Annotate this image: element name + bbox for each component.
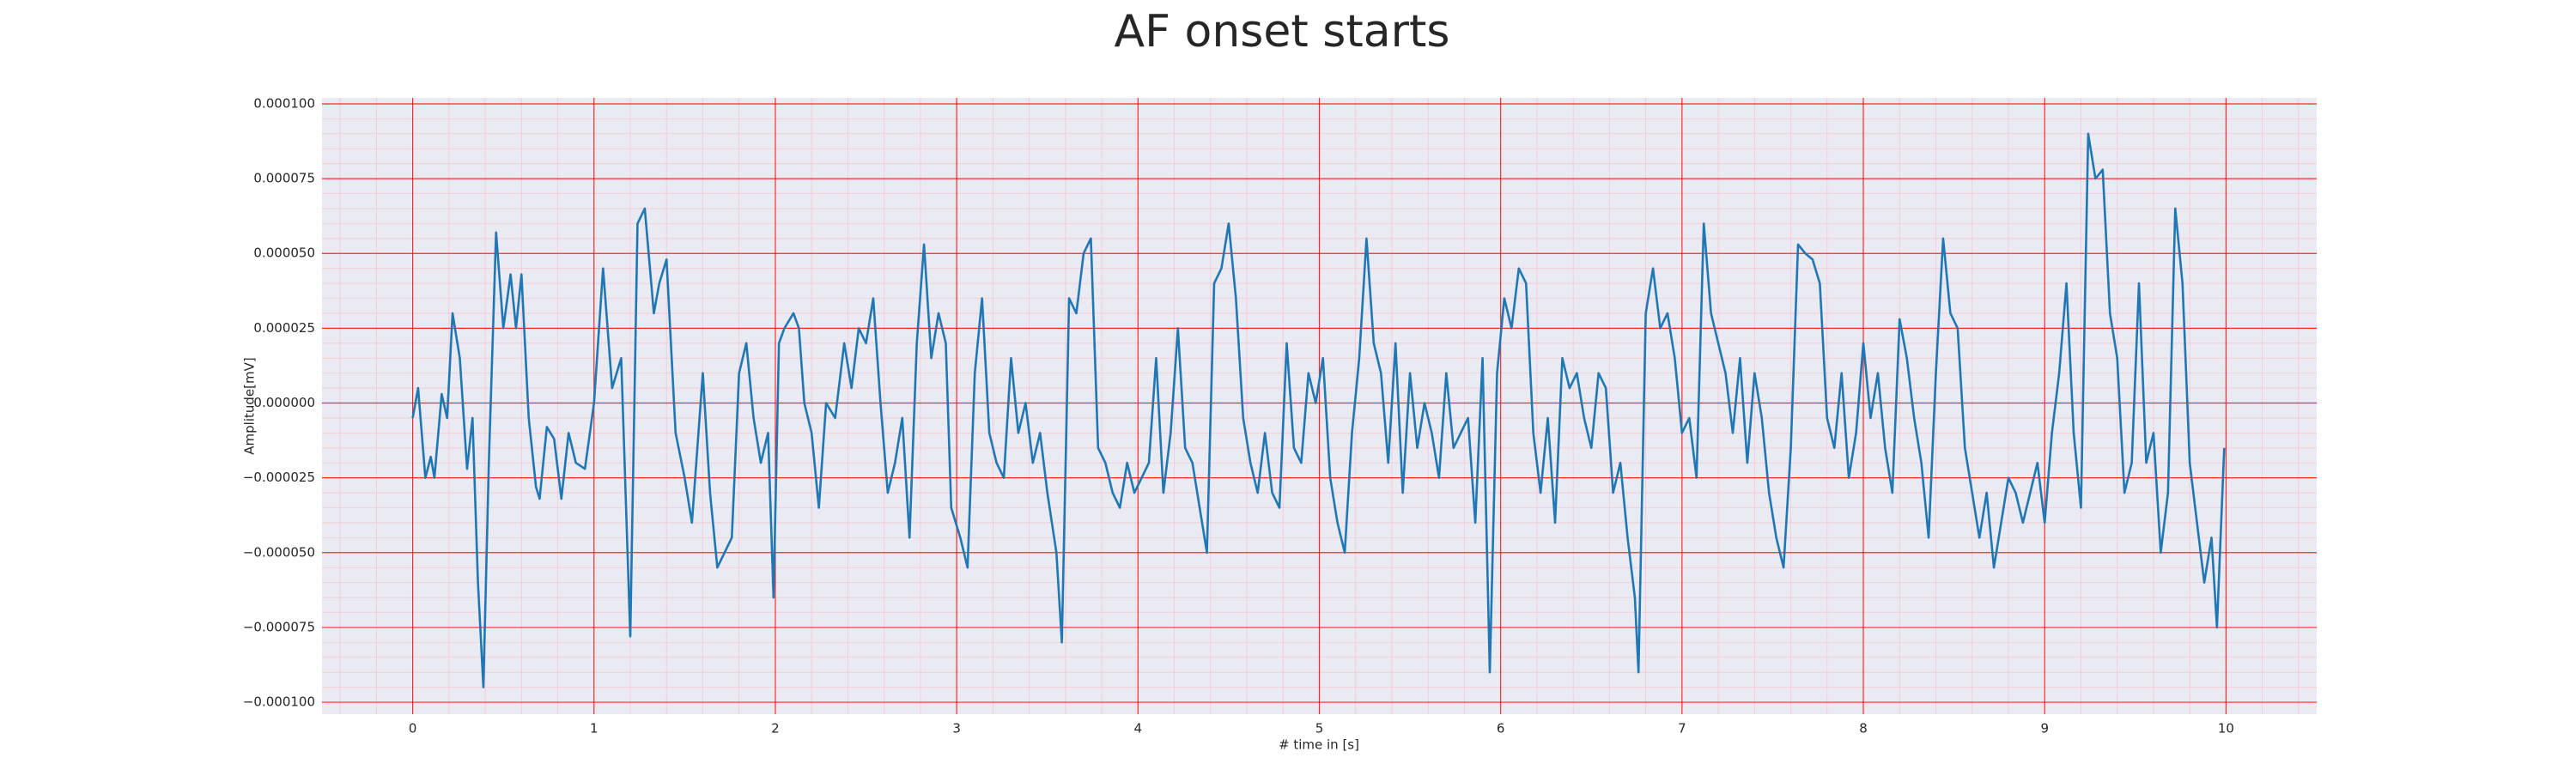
x-tick-label: 7 <box>1678 721 1686 737</box>
x-tick-label: 2 <box>771 721 780 737</box>
y-tick-label: −0.000025 <box>243 470 315 485</box>
x-axis-label: # time in [s] <box>1279 737 1359 753</box>
y-axis-label: Amplitude[mV] <box>242 357 258 454</box>
signal-line <box>411 132 2226 688</box>
y-tick-label: −0.000100 <box>243 694 315 710</box>
x-tick-label: 5 <box>1315 721 1324 737</box>
y-tick-label: 0.000000 <box>253 395 315 410</box>
y-tick-label: 0.000050 <box>253 246 315 261</box>
x-tick-label: 1 <box>590 721 598 737</box>
y-tick-label: 0.000075 <box>253 171 315 186</box>
x-tick-label: 3 <box>952 721 961 737</box>
x-tick-label: 4 <box>1134 721 1143 737</box>
x-tick-label: 0 <box>409 721 417 737</box>
x-tick-label: 8 <box>1859 721 1868 737</box>
x-tick-label: 10 <box>2218 721 2234 737</box>
y-tick-label: −0.000050 <box>243 544 315 560</box>
x-tick-label: 6 <box>1497 721 1505 737</box>
chart-title: AF onset starts <box>1115 6 1450 58</box>
y-tick-label: 0.000100 <box>253 95 315 111</box>
y-tick-label: 0.000025 <box>253 320 315 336</box>
x-tick-label: 9 <box>2040 721 2049 737</box>
y-tick-label: −0.000075 <box>243 619 315 634</box>
